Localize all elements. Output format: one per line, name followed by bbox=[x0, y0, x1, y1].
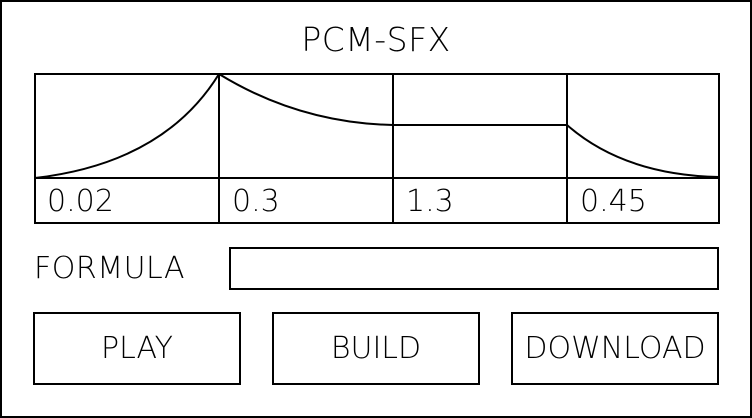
decay-value[interactable]: 0.3 bbox=[232, 184, 280, 219]
decay-curve bbox=[218, 73, 394, 126]
envelope-graph[interactable] bbox=[34, 73, 720, 224]
sustain-value[interactable]: 1.3 bbox=[406, 184, 454, 219]
release-curve bbox=[566, 124, 720, 178]
play-button[interactable]: PLAY bbox=[33, 312, 241, 385]
envelope-border bbox=[34, 73, 720, 224]
attack-value[interactable]: 0.02 bbox=[47, 184, 114, 219]
envelope-editor[interactable]: 0.02 0.3 1.3 0.45 bbox=[34, 73, 720, 224]
formula-input[interactable] bbox=[229, 247, 719, 290]
release-value[interactable]: 0.45 bbox=[580, 184, 647, 219]
build-button[interactable]: BUILD bbox=[272, 312, 480, 385]
formula-label: FORMULA bbox=[34, 251, 185, 286]
attack-curve bbox=[34, 73, 220, 179]
download-button[interactable]: DOWNLOAD bbox=[511, 312, 719, 385]
app-title: PCM-SFX bbox=[301, 20, 451, 59]
